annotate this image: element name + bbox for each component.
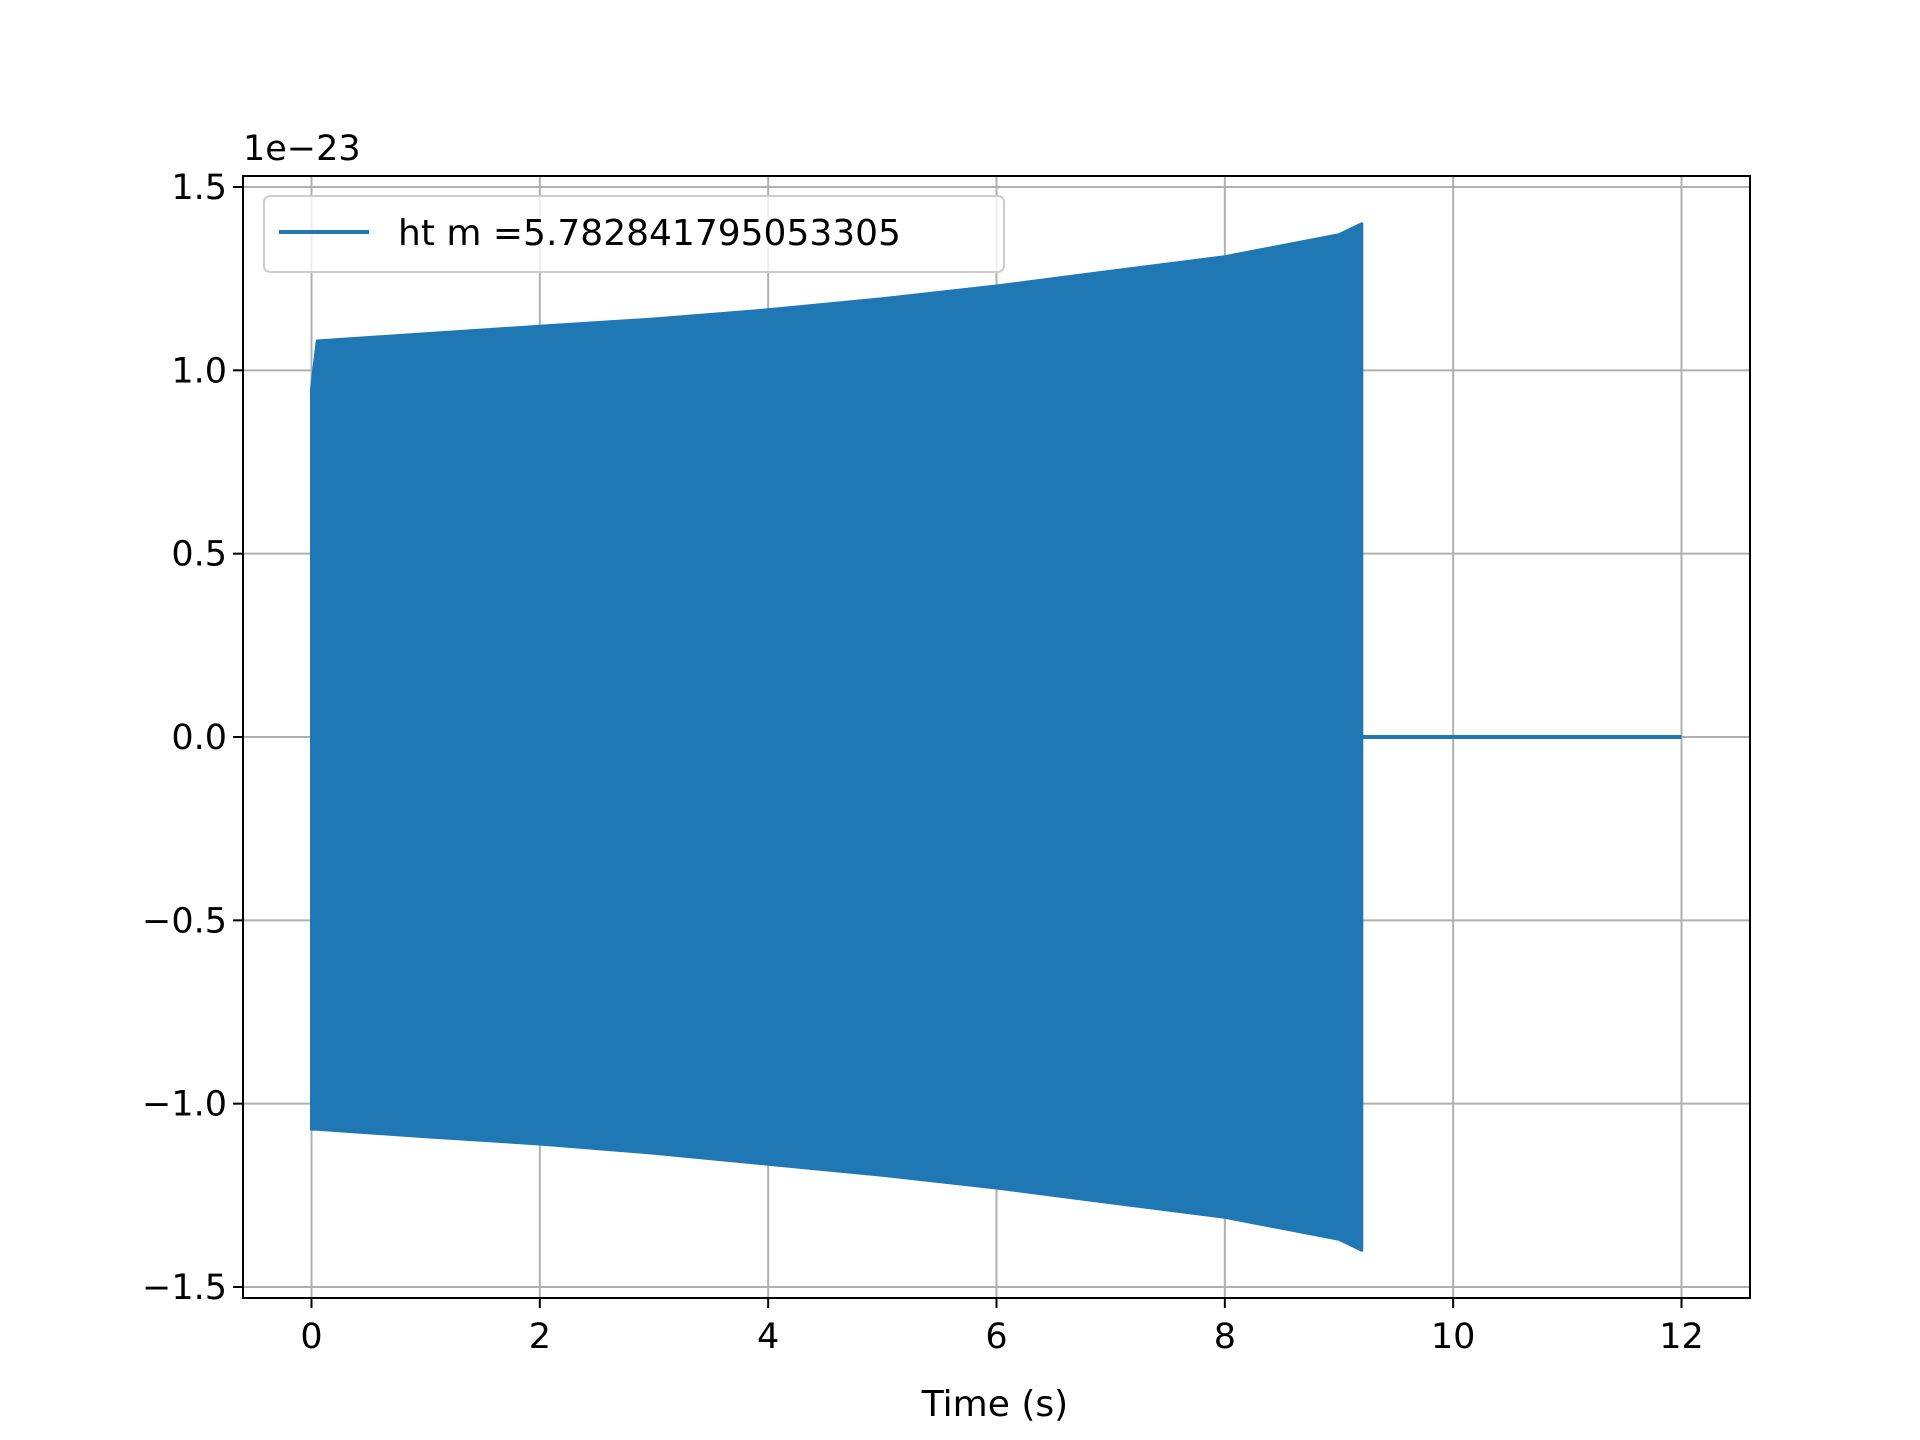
- legend-box: [263, 195, 1005, 273]
- x-tick-label: 4: [757, 1317, 779, 1357]
- x-tick-label: 2: [529, 1317, 551, 1357]
- y-tick-label: 1.0: [171, 351, 227, 391]
- x-axis-label: Time (s): [921, 1384, 1068, 1425]
- x-ticks: 0 2 4 6 8 10 12: [300, 1298, 1704, 1357]
- y-ticks: −1.5 −1.0 −0.5 0.0 0.5 1.0 1.5: [142, 168, 243, 1308]
- y-offset-label: 1e−23: [243, 129, 361, 169]
- series-layer: [310, 222, 1682, 1252]
- y-tick-label: −1.5: [142, 1268, 227, 1308]
- y-tick-label: 0.5: [171, 535, 227, 575]
- legend-label: ht m =5.782841795053305: [398, 213, 901, 254]
- x-tick-label: 0: [300, 1317, 322, 1357]
- y-tick-label: 0.0: [171, 718, 227, 758]
- x-tick-label: 6: [985, 1317, 1007, 1357]
- y-tick-label: −0.5: [142, 901, 227, 941]
- y-tick-label: 1.5: [171, 168, 227, 208]
- legend: ht m =5.782841795053305: [263, 195, 1005, 273]
- y-tick-label: −1.0: [142, 1085, 227, 1125]
- x-tick-label: 8: [1214, 1317, 1236, 1357]
- x-tick-label: 10: [1431, 1317, 1476, 1357]
- series-oscillation-band: [310, 222, 1364, 1252]
- x-tick-label: 12: [1659, 1317, 1704, 1357]
